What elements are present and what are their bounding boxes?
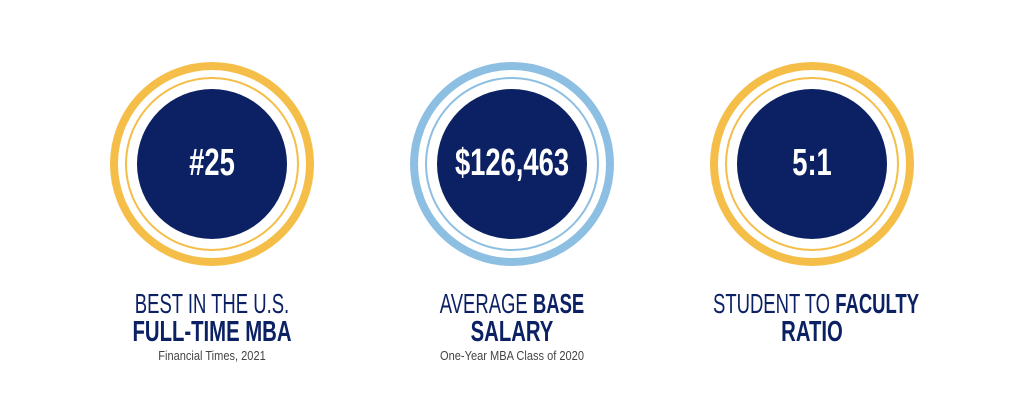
stat-label-line1: STUDENT TO FACULTY: [713, 288, 920, 319]
stat-label-line2: FULL-TIME MBA: [132, 316, 292, 348]
stat-value: $126,463: [454, 142, 570, 184]
stat-label-line2: SALARY: [470, 316, 554, 348]
stat-ratio: 5:1 STUDENT TO FACULTY RATIO: [662, 0, 962, 415]
stat-label-line2: RATIO: [781, 316, 843, 348]
stat-label-line1: AVERAGE BASE: [439, 288, 585, 319]
stat-source: One-Year MBA Class of 2020: [440, 348, 584, 363]
ranking-badge-circle: [110, 62, 314, 266]
stat-value: #25: [189, 142, 235, 184]
stat-ranking: #25 BEST IN THE U.S. FULL-TIME MBA Finan…: [62, 0, 362, 415]
stat-label-line1: BEST IN THE U.S.: [134, 288, 290, 319]
stat-salary: $126,463 AVERAGE BASE SALARY One-Year MB…: [362, 0, 662, 415]
stat-source: Financial Times, 2021: [158, 348, 266, 363]
ratio-badge-circle: [710, 62, 914, 266]
stat-value: 5:1: [792, 142, 832, 184]
salary-badge-circle: [410, 62, 614, 266]
